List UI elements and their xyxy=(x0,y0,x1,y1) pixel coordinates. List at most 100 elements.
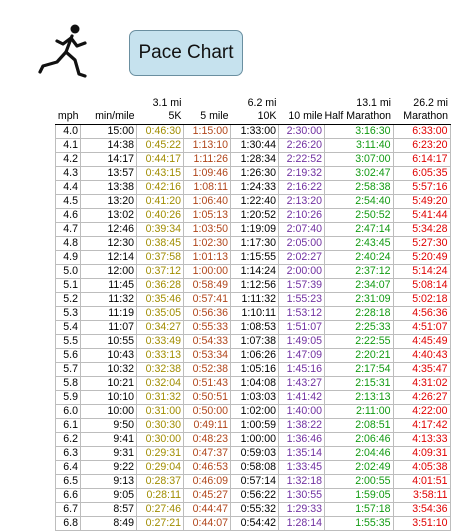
cell: 0:51:43 xyxy=(183,375,231,391)
cell: 9:22 xyxy=(80,459,137,475)
cell: 12:30 xyxy=(80,235,137,251)
cell: 1:11:26 xyxy=(183,151,231,167)
cell: 10:21 xyxy=(80,375,137,391)
cell: 4.2 xyxy=(55,151,81,167)
cell: 9:13 xyxy=(80,473,137,489)
data-row: 6.4 9:22 0:29:04 0:46:53 0:58:08 1:33:45 2:02:… xyxy=(55,459,451,475)
cell: 2:43:45 xyxy=(324,235,394,251)
cell: 4.0 xyxy=(55,123,81,139)
data-row: 4.1 14:38 0:45:22 1:13:10 1:30:44 2:26:20 3:11… xyxy=(55,137,451,153)
cell: 3:07:00 xyxy=(324,151,394,167)
cell: 14:17 xyxy=(80,151,137,167)
cell: 1:04:08 xyxy=(230,375,279,391)
cell: 2:19:32 xyxy=(278,165,325,181)
cell: 12:00 xyxy=(80,263,137,279)
cell: 0:42:16 xyxy=(136,179,184,195)
cell: 1:35:14 xyxy=(278,445,325,461)
cell: 6.1 xyxy=(55,417,81,433)
cell: 2:08:51 xyxy=(324,417,394,433)
cell: 2:11:00 xyxy=(324,403,394,419)
cell: 1:43:27 xyxy=(278,375,325,391)
data-row: 6.2 9:41 0:30:00 0:48:23 1:00:00 1:36:46 2:06:… xyxy=(55,431,451,447)
distance-header: 13.1 mi xyxy=(356,96,392,109)
cell: 2:31:09 xyxy=(324,291,394,307)
cell: 2:13:13 xyxy=(324,389,394,405)
column-header: min/mile xyxy=(80,110,137,125)
data-row: 6.7 8:57 0:27:46 0:44:47 0:55:32 1:29:33 1:57:… xyxy=(55,501,451,517)
cell: 5.6 xyxy=(55,347,81,363)
cell: 0:56:22 xyxy=(230,487,279,503)
cell: 1:41:42 xyxy=(278,389,325,405)
cell: 1:28:34 xyxy=(230,151,279,167)
cell: 0:46:09 xyxy=(183,473,231,489)
cell: 6:14:17 xyxy=(392,151,451,167)
cell: 5.8 xyxy=(55,375,81,391)
runner-icon xyxy=(38,24,87,78)
cell: 11:19 xyxy=(80,305,137,321)
data-row: 5.9 10:10 0:31:32 0:50:51 1:03:03 1:41:42 2:13… xyxy=(55,389,451,405)
cell: 2:02:27 xyxy=(278,249,325,265)
cell: 4.4 xyxy=(55,179,81,195)
cell: 1:38:22 xyxy=(278,417,325,433)
cell: 1:12:56 xyxy=(230,277,279,293)
cell: 2:07:40 xyxy=(278,221,325,237)
cell: 0:32:38 xyxy=(136,361,184,377)
title: Pace Chart xyxy=(129,30,243,76)
cell: 6.8 xyxy=(55,515,81,531)
data-row: 5.2 11:32 0:35:46 0:57:41 1:11:32 1:55:23 2:31… xyxy=(55,291,451,307)
cell: 4:56:36 xyxy=(392,305,451,321)
cell: 1:55:35 xyxy=(324,515,394,531)
cell: 4.8 xyxy=(55,235,81,251)
cell: 0:33:49 xyxy=(136,333,184,349)
cell: 6.7 xyxy=(55,501,81,517)
cell: 4.3 xyxy=(55,165,81,181)
cell: 1:08:11 xyxy=(183,179,231,195)
cell: 1:57:18 xyxy=(324,501,394,517)
cell: 2:00:55 xyxy=(324,473,394,489)
cell: 1:28:14 xyxy=(278,515,325,531)
cell: 5.5 xyxy=(55,333,81,349)
cell: 3:02:47 xyxy=(324,165,394,181)
cell: 0:46:30 xyxy=(136,123,184,139)
cell: 1:07:38 xyxy=(230,333,279,349)
cell: 11:45 xyxy=(80,277,137,293)
cell: 5:49:20 xyxy=(392,193,451,209)
cell: 9:31 xyxy=(80,445,137,461)
cell: 1:53:12 xyxy=(278,305,325,321)
cell: 5:08:14 xyxy=(392,277,451,293)
distance-header: 6.2 mi xyxy=(247,96,277,109)
cell: 2:13:20 xyxy=(278,193,325,209)
cell: 1:51:07 xyxy=(278,319,325,335)
column-header: 5K xyxy=(136,110,184,125)
cell: 4.9 xyxy=(55,249,81,265)
cell: 10:10 xyxy=(80,389,137,405)
cell: 2:17:54 xyxy=(324,361,394,377)
cell: 6:05:35 xyxy=(392,165,451,181)
cell: 5.2 xyxy=(55,291,81,307)
cell: 4:51:07 xyxy=(392,319,451,335)
cell: 1:09:46 xyxy=(183,165,231,181)
cell: 10:00 xyxy=(80,403,137,419)
cell: 0:29:04 xyxy=(136,459,184,475)
cell: 6:23:20 xyxy=(392,137,451,153)
cell: 1:05:13 xyxy=(183,207,231,223)
data-row: 4.0 15:00 0:46:30 1:15:00 1:33:00 2:30:00 3:16… xyxy=(55,123,451,139)
column-header: Half Marathon xyxy=(324,110,394,125)
cell: 0:40:26 xyxy=(136,207,184,223)
cell: 1:08:53 xyxy=(230,319,279,335)
cell: 0:57:41 xyxy=(183,291,231,307)
cell: 4.5 xyxy=(55,193,81,209)
cell: 0:37:58 xyxy=(136,249,184,265)
data-row: 4.6 13:02 0:40:26 1:05:13 1:20:52 2:10:26 2:50… xyxy=(55,207,451,223)
cell: 0:56:36 xyxy=(183,305,231,321)
data-row: 5.7 10:32 0:32:38 0:52:38 1:05:16 1:45:16 2:17… xyxy=(55,361,451,377)
cell: 6.5 xyxy=(55,473,81,489)
cell: 0:30:30 xyxy=(136,417,184,433)
cell: 1:26:30 xyxy=(230,165,279,181)
cell: 0:35:46 xyxy=(136,291,184,307)
cell: 4:22:00 xyxy=(392,403,451,419)
cell: 1:45:16 xyxy=(278,361,325,377)
distance-header xyxy=(184,96,231,110)
data-row: 4.5 13:20 0:41:20 1:06:40 1:22:40 2:13:20 2:54… xyxy=(55,193,451,209)
